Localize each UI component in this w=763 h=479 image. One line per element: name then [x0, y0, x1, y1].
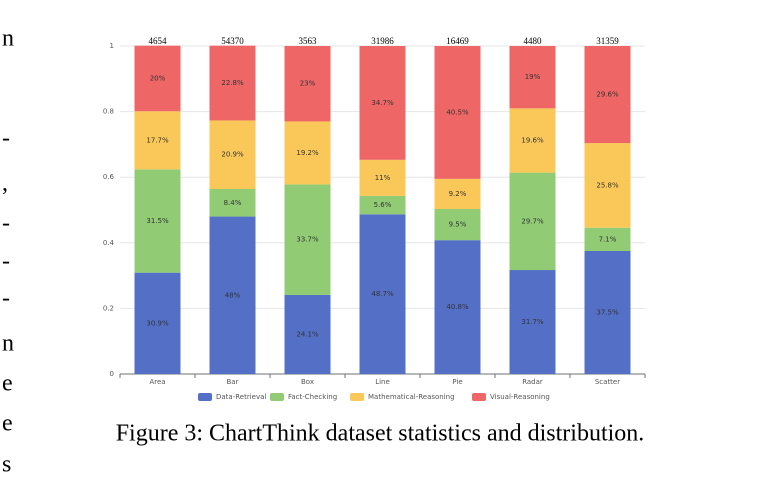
data-label: 23% [300, 80, 316, 88]
data-label: 19% [525, 73, 541, 81]
data-label: 48.7% [371, 290, 394, 298]
bar-segment [509, 172, 556, 271]
data-label: 31.5% [146, 217, 169, 225]
data-label: 22.8% [221, 79, 244, 87]
data-label: 31.7% [521, 318, 544, 326]
data-label: 25.8% [596, 181, 619, 189]
bar-segment [134, 45, 181, 112]
bar-segment [134, 111, 181, 170]
bar-segment [209, 120, 256, 190]
bar-segment [509, 270, 556, 374]
bar-segment [134, 272, 181, 374]
data-label: 19.6% [521, 136, 544, 144]
data-label: 9.5% [449, 221, 467, 229]
x-tick-label: Radar [522, 378, 543, 386]
margin-fragment: - [2, 126, 10, 152]
caption: Figure 3: ChartThink dataset statistics … [116, 421, 645, 447]
data-label: 17.7% [146, 136, 169, 144]
data-label: 19.2% [296, 149, 319, 157]
bar-segment [209, 45, 256, 121]
total-label: 16469 [446, 36, 469, 46]
bar-segment [434, 178, 481, 210]
y-tick-label: 1 [110, 42, 114, 50]
data-label: 7.1% [599, 235, 617, 243]
data-label: 29.6% [596, 91, 619, 99]
bar-segment [584, 143, 631, 228]
y-tick-label: 0.2 [103, 304, 114, 312]
y-tick-label: 0 [110, 370, 114, 378]
x-tick-label: Box [301, 378, 314, 386]
bar-segment [509, 46, 556, 109]
y-tick-label: 0.8 [103, 108, 114, 116]
bar-segment [359, 195, 406, 215]
bar-segment [134, 169, 181, 273]
bar-segment [584, 227, 631, 251]
x-tick-label: Line [375, 378, 390, 386]
y-tick-label: 0.4 [103, 239, 115, 247]
total-label: 4480 [524, 36, 543, 46]
x-tick-label: Area [149, 378, 165, 386]
data-label: 20% [150, 74, 166, 82]
total-label: 4654 [149, 36, 168, 46]
legend-label: Data-Retrieval [216, 393, 266, 401]
data-label: 48% [225, 291, 241, 299]
legend-swatch [350, 393, 364, 401]
data-label: 37.5% [596, 309, 619, 317]
margin-fragment: - [2, 211, 10, 237]
total-label: 54370 [221, 36, 244, 46]
legend-label: Visual-Reasoning [490, 393, 550, 401]
data-label: 34.7% [371, 99, 394, 107]
data-label: 11% [375, 174, 391, 182]
legend-label: Mathematical-Reasoning [368, 393, 455, 401]
data-label: 5.6% [374, 201, 392, 209]
data-label: 40.8% [446, 303, 469, 311]
margin-fragment: e [2, 411, 13, 437]
bar-segment [209, 216, 256, 374]
total-label: 31359 [596, 36, 619, 46]
data-label: 8.4% [224, 199, 242, 207]
data-label: 24.1% [296, 330, 319, 338]
bar-segment [284, 121, 331, 185]
bar-segment [359, 46, 406, 160]
bar-segment [284, 294, 331, 374]
data-label: 30.9% [146, 319, 169, 327]
data-label: 9.2% [449, 190, 467, 198]
margin-fragment: - [2, 286, 10, 312]
y-tick-label: 0.6 [103, 173, 115, 181]
data-label: 33.7% [296, 236, 319, 244]
bar-segment [584, 46, 631, 144]
legend-swatch [198, 393, 212, 401]
bar-segment [359, 159, 406, 196]
margin-fragment: n [2, 26, 14, 52]
margin-fragment: s [2, 452, 11, 478]
bar-segment [434, 240, 481, 374]
legend-label: Fact-Checking [288, 393, 337, 401]
margin-fragment: , [2, 171, 8, 197]
total-label: 3563 [299, 36, 318, 46]
margin-fragment: e [2, 371, 13, 397]
bar-segment [359, 214, 406, 374]
data-label: 20.9% [221, 151, 244, 159]
legend-swatch [270, 393, 284, 401]
bar-segment [284, 184, 331, 295]
bar-segment [209, 189, 256, 217]
x-tick-label: Scatter [595, 378, 620, 386]
x-tick-label: Pie [452, 378, 462, 386]
bar-segment [434, 209, 481, 241]
total-label: 31986 [371, 36, 394, 46]
bar-segment [284, 46, 331, 122]
bar-segment [509, 108, 556, 173]
x-tick-label: Bar [227, 378, 239, 386]
margin-fragment: n [2, 331, 14, 357]
margin-fragment: - [2, 249, 10, 275]
bar-segment [434, 46, 481, 179]
data-label: 29.7% [521, 217, 544, 225]
legend-swatch [472, 393, 486, 401]
bar-segment [584, 251, 631, 374]
data-label: 40.5% [446, 108, 469, 116]
